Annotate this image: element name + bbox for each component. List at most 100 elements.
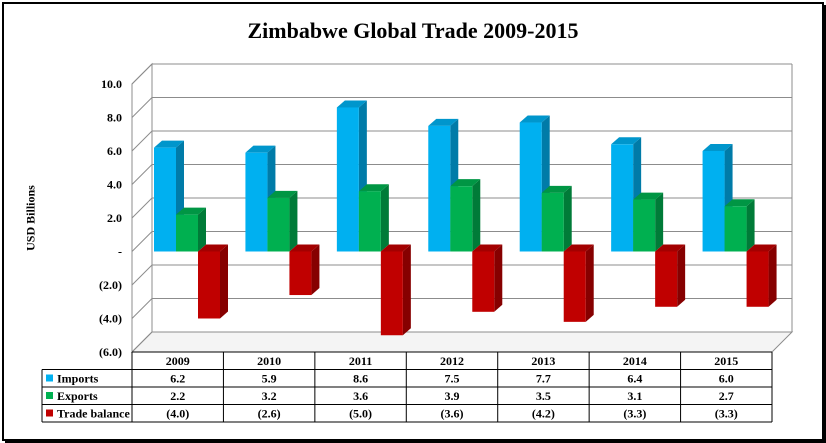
bar-top-imports: [702, 144, 733, 151]
data-label: (3.3): [715, 407, 738, 421]
bar-trade-balance: [198, 251, 220, 319]
bar-top-exports: [176, 207, 206, 215]
data-label: 3.9: [445, 389, 460, 403]
bar-exports: [176, 214, 198, 252]
data-label: 7.5: [445, 372, 460, 386]
bar-imports: [154, 147, 176, 252]
legend-label: Exports: [57, 389, 98, 403]
bar-trade-balance: [289, 251, 312, 296]
bar-imports: [336, 107, 359, 252]
bar-top-exports: [358, 184, 389, 192]
bar-imports: [611, 144, 634, 252]
gridline-diagonal: [131, 298, 153, 319]
floor: [130, 331, 794, 353]
bar-side-exports: [655, 192, 664, 252]
bar-side-trade-balance: [677, 244, 686, 307]
data-label: 6.0: [719, 372, 734, 386]
chart-title: Zimbabwe Global Trade 2009-2015: [247, 18, 579, 43]
bar-side-trade-balance: [220, 244, 228, 319]
data-label: (3.6): [441, 407, 464, 421]
gridline-diagonal: [131, 97, 153, 118]
y-tick-label: (2.0): [99, 278, 122, 292]
gridline-diagonal: [131, 231, 153, 252]
data-label: 3.6: [353, 389, 368, 403]
data-label: 7.7: [536, 372, 551, 386]
bar-top-trade-balance: [198, 244, 228, 252]
gridline-diagonal: [131, 197, 153, 219]
bar-trade-balance: [472, 251, 495, 312]
y-tick-label: 2.0: [107, 211, 122, 225]
y-tick-label: (6.0): [99, 345, 122, 359]
x-tick-label: 2015: [714, 354, 738, 368]
bar-exports: [541, 192, 564, 252]
gridline-diagonal: [131, 264, 153, 286]
legend-key-imports: [46, 374, 53, 382]
data-label: 6.2: [170, 372, 185, 386]
bar-side-exports: [289, 190, 298, 252]
data-label: (5.0): [349, 407, 372, 421]
bar-side-exports: [563, 185, 572, 252]
bar-side-exports: [380, 184, 389, 252]
bar-trade-balance: [380, 251, 403, 336]
y-tick-label: -: [118, 245, 122, 259]
bar-imports: [702, 151, 725, 252]
bar-side-trade-balance: [494, 244, 503, 312]
data-label: 3.2: [262, 389, 277, 403]
bar-side-exports: [198, 207, 206, 252]
bar-exports: [633, 199, 656, 252]
gridline-diagonal: [131, 63, 153, 85]
data-label: 2.2: [170, 389, 185, 403]
y-tick-label: 4.0: [107, 178, 122, 192]
bar-top-trade-balance: [655, 244, 686, 252]
bar-top-imports: [245, 145, 276, 153]
gridline-diagonal: [131, 331, 153, 353]
bar-top-exports: [267, 190, 298, 198]
bar-top-trade-balance: [746, 244, 777, 252]
y-tick-label: 6.0: [107, 144, 122, 158]
data-label: (2.6): [258, 407, 281, 421]
x-tick-label: 2013: [531, 354, 555, 368]
bar-top-imports: [519, 115, 550, 123]
x-tick-label: 2010: [257, 354, 281, 368]
bar-side-trade-balance: [768, 244, 777, 307]
data-label: 8.6: [353, 372, 368, 386]
legend-key-exports: [46, 392, 53, 399]
legend-label: Trade balance: [57, 407, 130, 421]
data-label: 3.1: [627, 389, 642, 403]
bar-top-imports: [611, 137, 642, 145]
y-tick-label: (4.0): [99, 312, 122, 326]
data-label: 6.4: [627, 372, 642, 386]
bar-imports: [245, 152, 268, 252]
data-label: 3.5: [536, 389, 551, 403]
data-label: 2.7: [719, 389, 734, 403]
bar-imports: [428, 125, 451, 252]
data-label: 5.9: [262, 372, 277, 386]
bar-top-exports: [450, 179, 481, 187]
gridline-diagonal: [131, 164, 153, 185]
bar-top-trade-balance: [380, 244, 411, 252]
data-label: (4.0): [166, 407, 189, 421]
y-tick-label: 10.0: [101, 77, 122, 91]
data-label: (4.2): [532, 407, 555, 421]
x-tick-label: 2012: [440, 354, 464, 368]
bar-trade-balance: [746, 251, 769, 307]
bar-top-trade-balance: [563, 244, 594, 252]
bar-exports: [450, 186, 473, 252]
x-tick-label: 2011: [349, 354, 372, 368]
bar-top-exports: [724, 199, 755, 207]
bar-exports: [267, 197, 290, 252]
x-tick-label: 2009: [166, 354, 190, 368]
bar-trade-balance: [563, 251, 586, 322]
bar-side-trade-balance: [585, 244, 594, 322]
bar-trade-balance: [655, 251, 678, 307]
bar-top-exports: [541, 185, 572, 193]
bar-side-exports: [472, 179, 481, 252]
bar-top-trade-balance: [472, 244, 503, 252]
bar-imports: [519, 122, 542, 252]
bar-top-trade-balance: [289, 244, 320, 252]
bar-exports: [358, 191, 381, 252]
data-label: (3.3): [623, 407, 646, 421]
x-tick-label: 2014: [623, 354, 647, 368]
bar-side-trade-balance: [311, 244, 320, 296]
